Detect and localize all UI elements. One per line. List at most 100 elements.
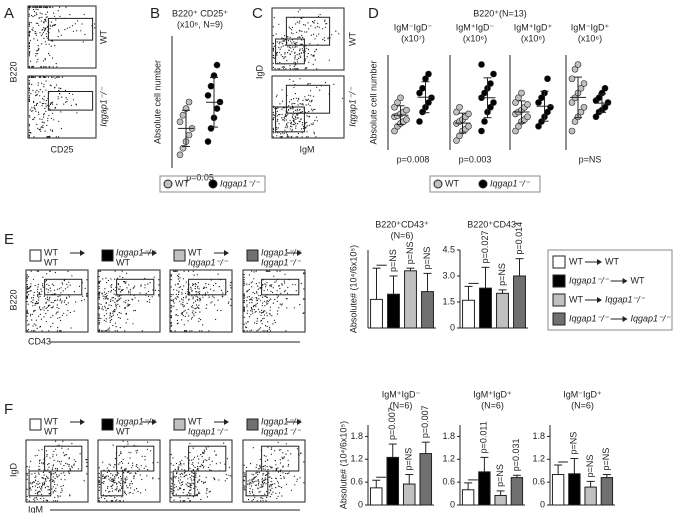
flow-dot [179,474,181,476]
flow-dot [285,119,287,121]
flow-dot [28,30,30,32]
flow-dot [277,467,279,469]
flow-dot [133,489,135,491]
flow-dot [123,469,126,471]
flow-dot [45,321,48,323]
flow-dot [283,39,285,41]
flow-dot [221,296,224,298]
flow-dot [140,284,142,286]
flow-dot [176,323,178,325]
flow-dot [34,33,36,35]
flow-dot [252,312,254,314]
flow-dot [279,51,281,53]
flow-dot [40,35,43,37]
flow-dot [266,312,268,314]
flow-dot [31,28,33,31]
flow-dot [46,455,48,457]
flow-dot [274,450,276,452]
flow-dot [98,483,100,486]
flow-dot [301,34,303,37]
flow-dot [197,462,199,464]
flow-dot [32,65,34,67]
arrow-head [152,250,157,256]
flow-dot [42,483,44,485]
flow-dot [279,485,281,488]
flow-dot [243,274,245,276]
flow-dot [49,304,51,306]
flow-dot [274,460,276,462]
flow-dot [202,324,204,326]
flow-gate [100,470,124,497]
flow-dot [98,303,100,305]
flow-dot [295,68,297,70]
flow-dot [293,41,295,43]
flow-dot [285,472,287,475]
flow-dot [61,282,63,284]
flow-dot [205,476,207,478]
flow-dot [283,66,285,68]
flow-dot [294,62,297,64]
flow-dot [68,465,70,467]
flow-dot [33,100,35,103]
flow-dot [271,315,273,317]
flow-dot [33,311,35,313]
flow-dot [47,117,49,119]
flow-dot [26,309,28,311]
flow-dot [187,478,189,480]
flow-dot [125,281,127,283]
flow-dot [286,60,288,62]
bar [496,292,509,329]
flow-dot [246,330,248,332]
flow-dot [274,68,276,70]
data-point [592,113,600,121]
flow-dot [39,293,41,296]
flow-dot [30,76,32,78]
group-to: Iqgap1⁻/⁻ [188,257,229,267]
flow-dot [303,24,305,26]
flow-dot [52,456,54,458]
flow-dot [191,480,193,482]
flow-dot [282,452,284,454]
flow-dot [65,6,67,8]
flow-dot [252,492,254,494]
flow-dot [58,90,60,92]
flow-dot [63,280,65,282]
flow-dot [48,298,51,300]
y-tick-label: 1.5 [442,296,455,306]
flow-dot [258,471,260,473]
flow-dot [287,459,289,461]
flow-dot [171,324,173,326]
flow-dot [58,288,60,290]
flow-dot [226,458,228,460]
flow-dot [37,286,39,288]
flow-dot [147,441,149,443]
flow-dot [291,117,293,119]
flow-dot [59,298,62,300]
flow-dot [313,131,315,133]
flow-dot [120,297,122,299]
flow-dot [118,312,120,314]
flow-dot [178,293,180,296]
flow-dot [290,123,292,125]
flow-dot [274,483,276,485]
flow-dot [289,78,291,81]
row-label: WT [347,32,357,46]
flow-dot [178,286,180,288]
flow-gate [44,445,83,472]
flow-dot [52,500,55,502]
flow-dot [272,136,274,138]
flow-dot [41,330,43,332]
flow-dot [217,299,219,301]
flow-dot [195,476,197,478]
flow-dot [113,466,115,468]
flow-dot [53,12,55,14]
flow-dot [116,314,119,316]
flow-dot [193,283,195,286]
flow-dot [243,487,245,489]
flow-dot [273,116,275,119]
group-swatch [173,418,186,431]
flow-dot [189,451,191,454]
flow-dot [33,101,35,104]
flow-dot [125,479,127,481]
flow-dot [52,76,54,78]
